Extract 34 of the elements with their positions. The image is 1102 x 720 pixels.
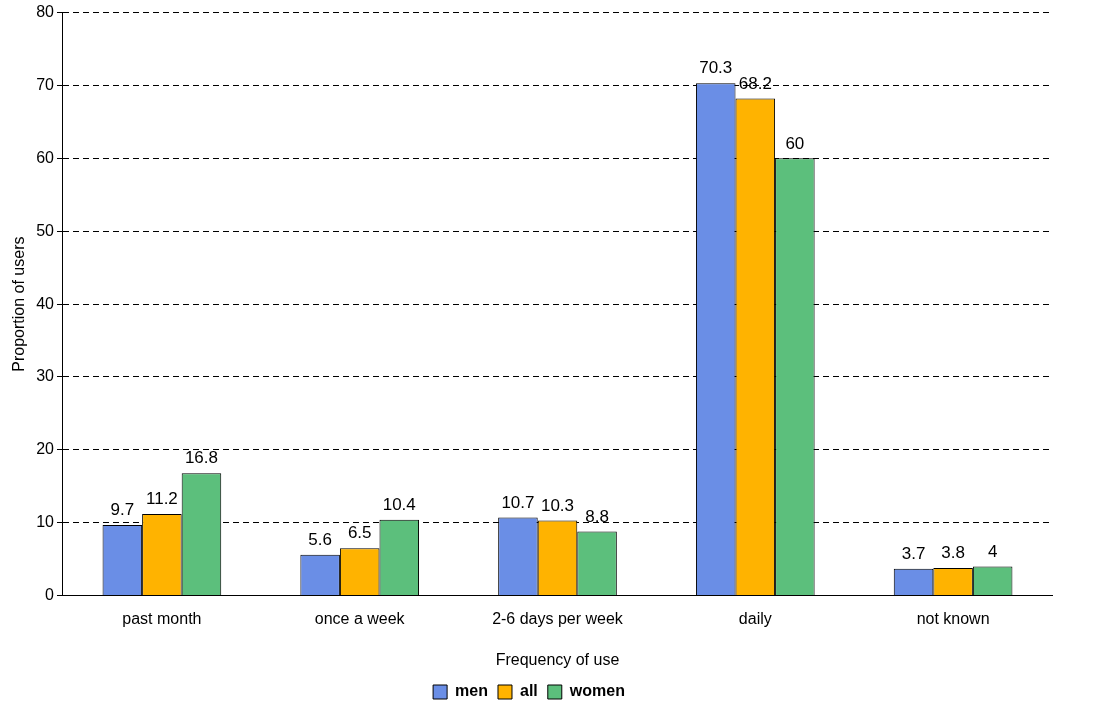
y-tick-label: 70	[36, 75, 55, 93]
data-label: 68.2	[738, 73, 772, 93]
data-label: 11.2	[145, 489, 178, 509]
data-label: 6.5	[347, 523, 372, 543]
y-tick-label: 50	[36, 221, 55, 239]
data-label: 5.6	[308, 529, 332, 549]
data-label: 70.3	[699, 58, 733, 78]
y-tick-label: 20	[36, 440, 55, 458]
data-label: 10.3	[540, 495, 575, 515]
y-tick-label: 30	[36, 367, 55, 385]
y-tick-label: 10	[36, 513, 55, 531]
x-tick-label: past month	[122, 609, 202, 627]
data-label: 9.7	[110, 500, 135, 520]
y-axis-title: Proportion of users	[10, 236, 28, 372]
legend-label: women	[568, 682, 625, 700]
y-tick-label: 60	[36, 148, 55, 166]
data-label: 10.4	[382, 495, 416, 514]
data-label: 60	[785, 133, 805, 153]
data-label: 8.8	[585, 506, 609, 526]
data-label: 3.7	[901, 543, 926, 563]
y-tick-label: 0	[45, 586, 55, 604]
x-axis-title: Frequency of use	[495, 650, 620, 668]
x-tick-label: once a week	[314, 609, 406, 627]
data-label: 3.8	[941, 543, 965, 563]
data-label: 10.7	[501, 492, 535, 512]
legend-label: all	[520, 682, 538, 700]
x-tick-label: daily	[738, 609, 772, 627]
y-tick-label: 40	[36, 294, 55, 312]
x-tick-label: not known	[916, 609, 990, 627]
x-tick-label: 2-6 days per week	[492, 609, 624, 627]
y-tick-label: 80	[36, 3, 55, 21]
data-label: 16.8	[184, 448, 218, 468]
legend-label: men	[455, 682, 488, 700]
data-label: 4	[987, 541, 998, 561]
